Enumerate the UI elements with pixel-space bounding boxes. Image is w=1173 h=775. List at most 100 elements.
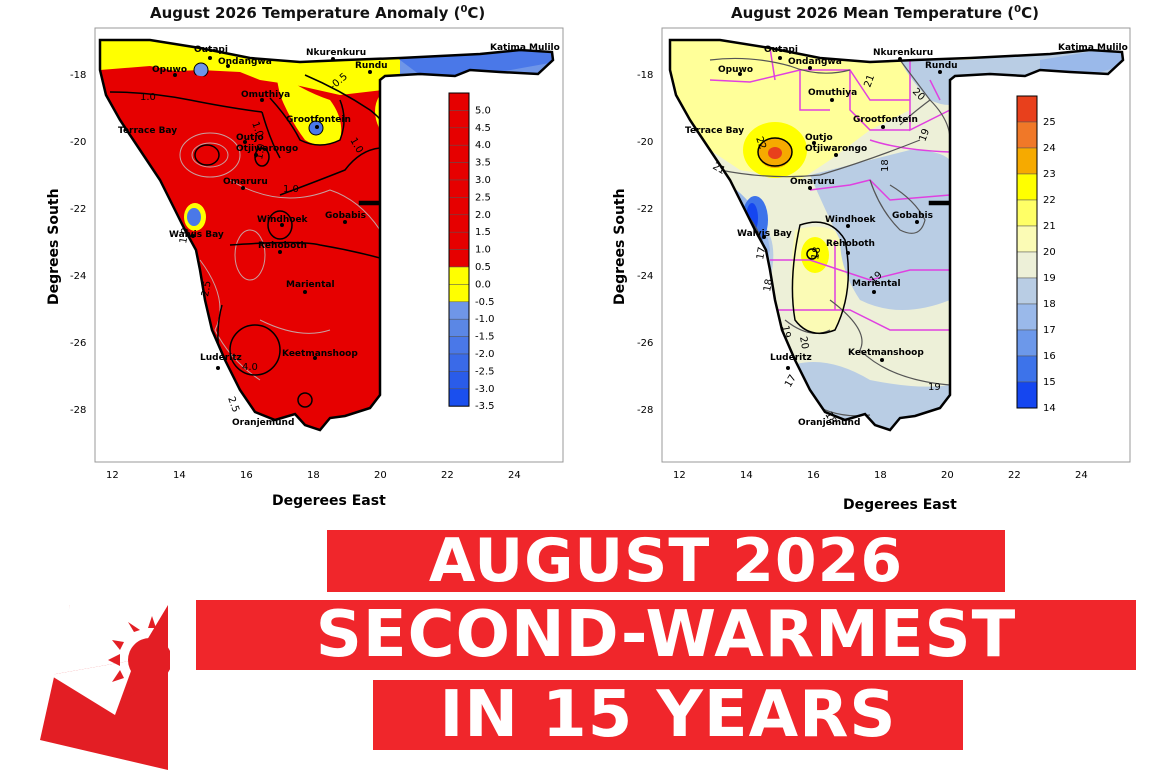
left-x-tick: 14 xyxy=(173,470,186,481)
legend-label: -3.0 xyxy=(475,384,495,395)
right-y-ticks: -18 -20 -22 -24 -26 -28 xyxy=(637,70,653,416)
legend-label: 14 xyxy=(1043,403,1056,414)
right-contour-label: 21 xyxy=(862,73,877,89)
right-contour-label: 18 xyxy=(880,159,891,172)
legend-swatch xyxy=(1016,381,1038,409)
headline-line-1-text: AUGUST 2026 xyxy=(428,526,904,596)
legend-swatch xyxy=(448,127,470,146)
town-label: Mariental xyxy=(286,280,335,290)
right-x-tick: 16 xyxy=(807,470,820,481)
left-x-tick: 24 xyxy=(508,470,521,481)
headline-line-3: IN 15 YEARS xyxy=(373,680,963,750)
left-y-tick: -22 xyxy=(70,204,86,215)
legend-label: 2.5 xyxy=(475,192,491,203)
town-label: Mariental xyxy=(852,279,901,289)
legend-swatch xyxy=(1016,225,1038,253)
right-country-outline xyxy=(668,38,1125,432)
left-contour-label: 1.0 xyxy=(283,184,299,195)
town-label: Katima Mulilo xyxy=(1058,43,1128,53)
right-map-title-sup: 0 xyxy=(1014,4,1022,15)
right-contour-label: 20 xyxy=(797,336,810,350)
town-label: Terrace Bay xyxy=(118,126,177,136)
right-x-axis-label: Degerees East xyxy=(843,497,957,513)
town-label: Rehoboth xyxy=(826,239,875,249)
right-towns: Outapi Ondangwa Opuwo Nkurenkuru Rundu K… xyxy=(685,43,1128,428)
legend-label: 19 xyxy=(1043,273,1056,284)
legend-swatch xyxy=(1016,121,1038,149)
town-label: Nkurenkuru xyxy=(306,48,366,58)
right-contour-label: 19 xyxy=(779,325,792,339)
left-contour-label: 2.5 xyxy=(225,395,241,414)
legend-label: 21 xyxy=(1043,221,1056,232)
left-y-tick: -28 xyxy=(70,405,86,416)
legend-label: 1.0 xyxy=(475,245,491,256)
right-contour-label: 17 xyxy=(783,373,799,390)
left-x-tick: 22 xyxy=(441,470,454,481)
left-x-ticks: 12 14 16 18 20 22 24 xyxy=(106,470,521,481)
town-label: Rundu xyxy=(355,61,388,71)
left-map: 1.0 1.0 1.0 1.0 -0.5 1.0 2.5 4.0 2.5 1.0… xyxy=(46,27,564,509)
town-label: Omaruru xyxy=(790,177,835,187)
legend-swatch xyxy=(448,284,470,303)
town-label: Ondangwa xyxy=(218,57,272,67)
right-x-tick: 18 xyxy=(874,470,887,481)
town-label: Opuwo xyxy=(718,65,753,75)
right-x-tick: 14 xyxy=(740,470,753,481)
left-y-axis-label: Degrees South xyxy=(46,188,62,305)
town-label: Omuthiya xyxy=(241,90,290,100)
town-label: Outapi xyxy=(194,45,228,55)
right-contour-label: 17 xyxy=(755,246,768,260)
town-label: Outjo xyxy=(236,133,264,143)
legend-label: 5.0 xyxy=(475,105,491,116)
legend-swatch xyxy=(448,179,470,198)
legend-label: 15 xyxy=(1043,377,1056,388)
legend-label: -1.5 xyxy=(475,332,495,343)
town-label: Rehoboth xyxy=(258,241,307,251)
legend-label: 4.5 xyxy=(475,123,491,134)
legend-swatch xyxy=(448,249,470,268)
town-label: Nkurenkuru xyxy=(873,48,933,58)
left-towns: Outapi Ondangwa Opuwo Nkurenkuru Rundu K… xyxy=(118,43,560,428)
town-label: Otjiwarongo xyxy=(236,144,298,154)
legend-label: 24 xyxy=(1043,143,1056,154)
right-x-ticks: 12 14 16 18 20 22 24 xyxy=(673,470,1088,481)
legend-swatch xyxy=(448,388,470,407)
legend-swatch xyxy=(1016,199,1038,227)
legend-frame xyxy=(1016,95,1038,409)
town-label: Keetmanshoop xyxy=(848,348,924,358)
right-y-tick: -20 xyxy=(637,137,653,148)
right-contour-label: 19 xyxy=(917,127,932,143)
town-label: Rundu xyxy=(925,61,958,71)
legend-label: 20 xyxy=(1043,247,1056,258)
right-contour-label: 18 xyxy=(762,278,775,292)
legend-swatch xyxy=(1016,329,1038,357)
left-country-outline xyxy=(98,38,555,432)
legend-swatch xyxy=(448,197,470,216)
legend-frame xyxy=(448,92,470,407)
left-contour-label: 2.5 xyxy=(200,280,214,298)
legend-swatch xyxy=(448,353,470,372)
town-label: Otjiwarongo xyxy=(805,144,867,154)
town-label: Outapi xyxy=(764,45,798,55)
left-contour-label: 1.0 xyxy=(249,120,265,139)
town-label: Grootfontein xyxy=(853,115,918,125)
legend-swatch xyxy=(448,266,470,285)
right-x-tick: 24 xyxy=(1075,470,1088,481)
town-label: Walvis Bay xyxy=(737,229,792,239)
left-y-tick: -20 xyxy=(70,137,86,148)
right-contour-labels: 21 20 22 21 19 18 18 17 17 19 18 20 19 1… xyxy=(711,73,941,426)
legend-swatch xyxy=(448,92,470,111)
town-label: Windhoek xyxy=(257,215,309,225)
left-y-tick: -18 xyxy=(70,70,86,81)
legend-label: 25 xyxy=(1043,117,1056,128)
legend-swatch xyxy=(1016,251,1038,279)
right-y-axis-label: Degrees South xyxy=(612,188,628,305)
right-contour-label: 19 xyxy=(928,382,941,393)
town-label: Gobabis xyxy=(325,211,366,221)
legend-swatch xyxy=(448,110,470,129)
legend-label: 3.5 xyxy=(475,158,491,169)
right-y-tick: -28 xyxy=(637,405,653,416)
left-y-tick: -24 xyxy=(70,271,86,282)
left-y-tick: -26 xyxy=(70,338,86,349)
headline-line-2: SECOND-WARMEST xyxy=(196,600,1136,670)
